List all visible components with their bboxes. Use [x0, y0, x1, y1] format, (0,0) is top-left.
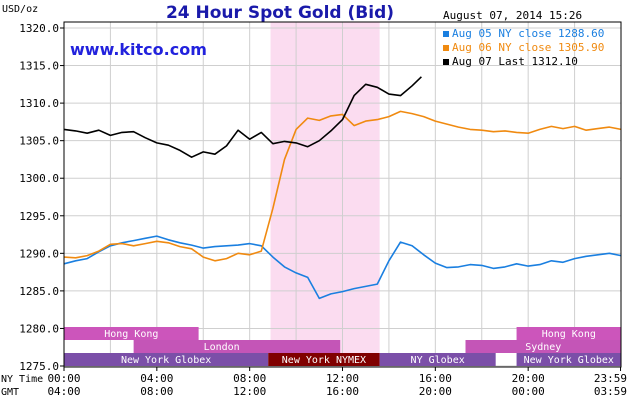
chart-title: 24 Hour Spot Gold (Bid) [166, 3, 394, 23]
x-tick-label: 00:00 [47, 372, 80, 385]
y-tick-label: 1295.0 [19, 210, 59, 223]
session-bar [64, 353, 269, 366]
timestamp: August 07, 2014 15:26 [443, 9, 582, 22]
y-tick-label: 1305.0 [19, 135, 59, 148]
x-tick-label: 08:00 [140, 385, 173, 398]
y-axis-label: USD/oz [2, 4, 38, 15]
x-tick-label: 04:00 [47, 385, 80, 398]
session-bar [133, 340, 341, 353]
y-tick-label: 1320.0 [19, 22, 59, 35]
x-axis-row-label: NY Time [1, 374, 43, 385]
session-label: New York Globex [524, 355, 614, 366]
session-label: Hong Kong [542, 329, 596, 340]
series-line-3 [63, 76, 422, 158]
legend-marker [443, 59, 449, 65]
x-tick-label: 16:00 [419, 372, 452, 385]
x-tick-label: 03:59 [594, 385, 627, 398]
session-label: New York NYMEX [282, 355, 366, 366]
x-tick-label: 12:00 [326, 372, 359, 385]
session-bar [268, 353, 380, 366]
legend-marker [443, 45, 449, 51]
y-tick-label: 1290.0 [19, 247, 59, 260]
series-line-2 [63, 110, 622, 262]
legend-entry: Aug 06 NY close 1305.90 [452, 41, 604, 54]
session-bar [516, 327, 621, 340]
nymex-highlight [270, 22, 380, 367]
x-axis-row-label: GMT [1, 387, 19, 398]
y-tick-label: 1315.0 [19, 60, 59, 73]
session-bar [516, 353, 621, 366]
brand-watermark: www.kitco.com [70, 40, 207, 59]
session-label: NY Globex [411, 355, 465, 366]
x-tick-label: 16:00 [326, 385, 359, 398]
y-tick-label: 1285.0 [19, 285, 59, 298]
legend-entry: Aug 07 Last 1312.10 [452, 55, 578, 68]
session-bar [465, 340, 621, 353]
y-tick-label: 1310.0 [19, 97, 59, 110]
session-label: Hong Kong [104, 329, 158, 340]
x-tick-label: 00:00 [512, 385, 545, 398]
y-tick-label: 1275.0 [19, 360, 59, 373]
y-tick-label: 1300.0 [19, 172, 59, 185]
legend-marker [443, 31, 449, 37]
session-label: Sydney [525, 342, 561, 353]
x-tick-label: 04:00 [140, 372, 173, 385]
x-tick-label: 08:00 [233, 372, 266, 385]
x-tick-label: 20:00 [419, 385, 452, 398]
session-label: New York Globex [121, 355, 211, 366]
session-label: London [204, 342, 240, 353]
x-tick-label: 12:00 [233, 385, 266, 398]
session-bar [379, 353, 496, 366]
series-line-1 [63, 235, 622, 300]
legend-entry: Aug 05 NY close 1288.60 [452, 27, 604, 40]
session-bar [64, 327, 199, 340]
y-tick-label: 1280.0 [19, 322, 59, 335]
x-tick-label: 23:59 [594, 372, 627, 385]
x-tick-label: 20:00 [512, 372, 545, 385]
